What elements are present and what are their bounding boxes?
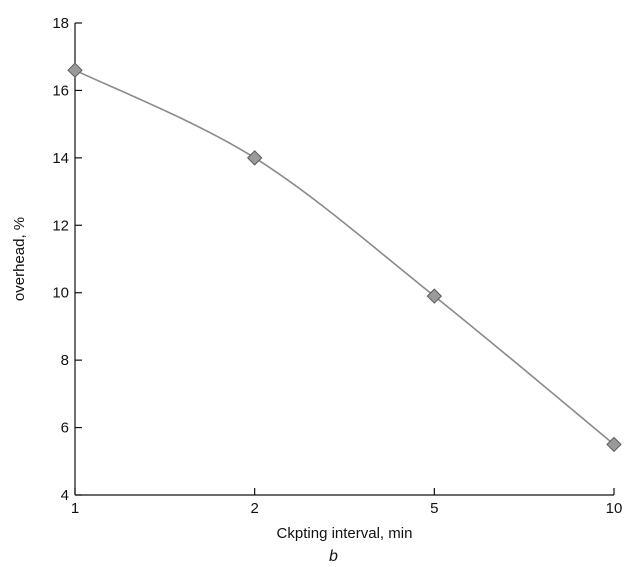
y-tick-label: 4 — [61, 487, 69, 504]
data-point-marker — [67, 62, 83, 78]
series-line — [74, 69, 615, 446]
y-tick-label: 14 — [52, 150, 69, 167]
y-tick-label: 12 — [52, 217, 69, 234]
y-tick-label: 18 — [52, 15, 69, 32]
panel-label: b — [329, 548, 338, 565]
x-tick-label: 10 — [606, 500, 623, 517]
data-point-marker — [426, 288, 443, 304]
data-point-marker — [246, 150, 263, 166]
x-tick-label: 2 — [250, 500, 258, 517]
y-tick-label: 8 — [61, 352, 69, 369]
y-tick-label: 6 — [61, 420, 69, 437]
y-tick-label: 10 — [52, 285, 69, 302]
y-ticks: 4 6 8 10 12 14 16 18 — [52, 15, 82, 504]
y-tick-label: 16 — [52, 82, 69, 99]
axes — [74, 23, 614, 496]
series-layer — [67, 62, 622, 453]
x-tick-label: 1 — [71, 500, 79, 517]
x-tick-label: 5 — [430, 500, 438, 517]
data-point-marker — [606, 436, 622, 453]
y-axis-title: overhead, % — [11, 217, 28, 301]
x-axis-title: Ckpting interval, min — [277, 525, 413, 542]
x-ticks: 1 2 5 10 — [71, 488, 623, 517]
